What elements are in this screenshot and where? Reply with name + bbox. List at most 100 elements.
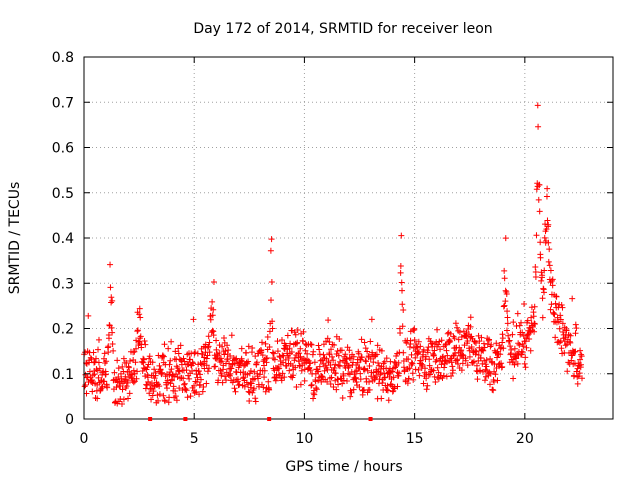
x-tick-label: 0 [80,431,89,447]
data-point [557,316,564,323]
data-point [537,254,544,261]
data-point [552,300,559,307]
data-point [345,362,352,369]
data-point [141,338,148,345]
data-point [173,397,180,404]
data-point [503,290,510,297]
data-point [569,352,576,359]
data-point [578,361,585,368]
data-point [558,302,565,309]
data-point [293,383,300,390]
data-point [125,395,132,402]
data-point [435,341,442,348]
data-point [370,359,377,366]
data-point [199,388,206,395]
data-point [422,365,429,372]
data-point [167,380,174,387]
data-point [266,328,273,335]
data-point [161,341,168,348]
data-point [328,346,335,353]
data-point [501,275,508,282]
data-point [572,321,579,328]
data-point [530,313,537,320]
data-point [134,368,141,375]
data-point [105,349,112,356]
data-point [532,263,539,270]
data-point [194,374,201,381]
data-point [288,327,295,334]
data-point [301,377,308,384]
data-point [201,358,208,365]
data-point [224,342,231,349]
data-point [320,341,327,348]
data-point [207,316,214,323]
data-point [274,338,281,345]
data-point [287,340,294,347]
data-point [569,295,576,302]
data-point [433,356,440,363]
data-point [504,314,511,321]
data-point [310,395,317,402]
data-point [490,378,497,385]
data-point [248,380,255,387]
data-point [477,354,484,361]
data-point [404,380,411,387]
data-point [387,369,394,376]
data-point [265,378,272,385]
data-point [470,358,477,365]
data-point [400,307,407,314]
data-point [292,331,299,338]
data-point [562,342,569,349]
y-tick-label: 0.1 [52,367,74,383]
data-point [546,246,553,253]
data-point [113,384,120,391]
data-point [516,322,523,329]
data-point [491,360,498,367]
data-point [250,385,257,392]
data-point [307,360,314,367]
data-point [510,375,517,382]
data-point [449,367,456,374]
data-point [545,258,552,265]
y-tick-label: 0 [65,412,74,428]
data-point [151,366,158,373]
data-point [260,358,267,365]
data-point [546,262,553,269]
data-point [399,323,406,330]
data-point [228,365,235,372]
data-point [347,393,354,400]
data-point [447,338,454,345]
data-point [259,352,266,359]
data-point [115,373,122,380]
data-point [105,335,112,342]
data-point [206,339,213,346]
data-point [253,359,260,366]
data-point [82,382,89,389]
data-point [151,382,158,389]
data-point [454,356,461,363]
data-point [430,352,437,359]
data-point [335,381,342,388]
data-point [164,385,171,392]
data-point [227,353,234,360]
data-point [466,353,473,360]
data-point [330,357,337,364]
data-point [280,359,287,366]
data-point [120,355,127,362]
data-point [573,368,580,375]
x-axis: 0 5 10 15 20 [80,57,534,447]
data-point [434,364,441,371]
data-point [430,367,437,374]
data-point [339,395,346,402]
data-point [578,353,585,360]
data-point [406,365,413,372]
data-point [400,349,407,356]
data-point [477,367,484,374]
data-point [134,328,141,335]
data-point [487,381,494,388]
data-point [480,340,487,347]
data-point [509,331,516,338]
data-point [553,293,560,300]
data-point [405,375,412,382]
data-point [383,355,390,362]
